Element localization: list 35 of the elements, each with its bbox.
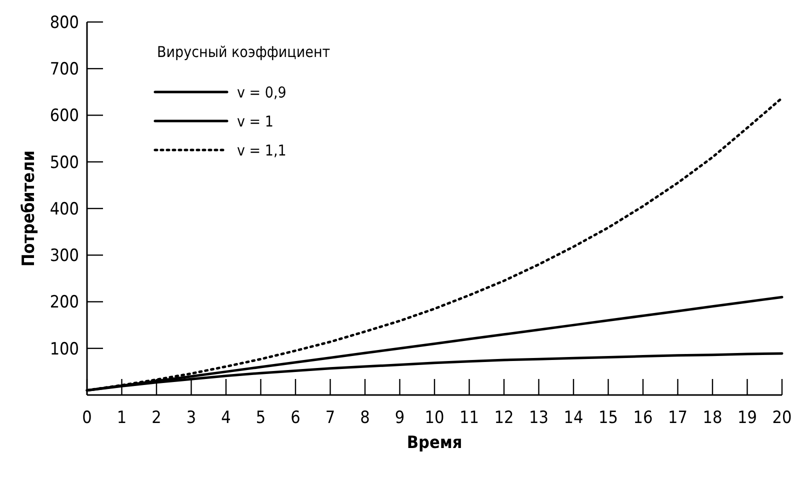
x-tick-label: 11: [460, 408, 479, 428]
x-tick-label: 13: [529, 408, 548, 428]
x-tick-label: 2: [152, 408, 162, 428]
x-tick-label: 6: [290, 408, 300, 428]
y-tick-label: 600: [50, 106, 79, 126]
x-tick-label: 19: [738, 408, 757, 428]
y-tick-label: 700: [50, 60, 79, 80]
x-axis-title: Время: [406, 433, 462, 453]
x-tick-label: 20: [772, 408, 792, 428]
x-tick-label: 5: [256, 408, 266, 428]
x-tick-label: 4: [221, 408, 231, 428]
x-tick-label: 0: [82, 408, 92, 428]
legend-label: v = 1: [237, 112, 274, 130]
y-tick-label: 200: [50, 292, 79, 313]
y-tick-label: 100: [50, 339, 79, 360]
y-tick-label: 300: [50, 246, 79, 266]
legend-title: Вирусный коэффициент: [157, 43, 330, 61]
y-tick-label: 800: [50, 12, 79, 33]
y-tick-label: 500: [50, 152, 79, 173]
x-tick-label: 1: [116, 408, 127, 428]
x-tick-label: 3: [186, 408, 196, 428]
y-tick-label: 400: [50, 199, 79, 220]
x-tick-label: 14: [564, 408, 584, 428]
legend-label: v = 0,9: [237, 83, 286, 102]
x-tick-label: 16: [633, 408, 653, 428]
x-tick-label: 9: [394, 408, 405, 428]
legend-label: v = 1,1: [237, 141, 286, 160]
x-tick-label: 12: [494, 408, 514, 428]
x-tick-label: 18: [702, 408, 722, 428]
x-tick-label: 15: [598, 408, 618, 428]
x-tick-label: 8: [360, 408, 370, 428]
x-tick-label: 7: [325, 408, 336, 428]
x-tick-label: 17: [668, 408, 688, 428]
y-axis-title: Потребители: [19, 150, 39, 267]
x-tick-label: 10: [424, 408, 444, 428]
